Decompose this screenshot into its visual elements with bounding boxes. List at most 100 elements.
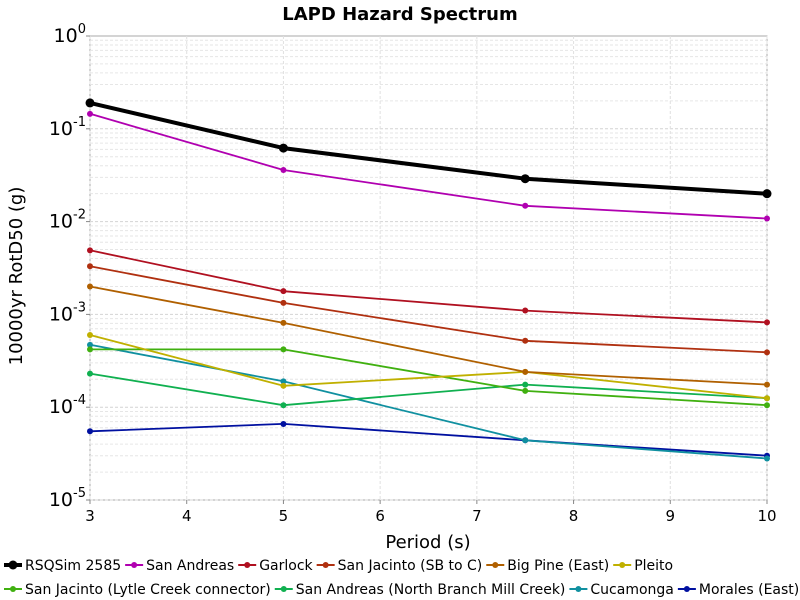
data-point xyxy=(764,381,770,388)
series-big-pine-east xyxy=(87,283,770,388)
data-point xyxy=(85,98,95,108)
data-point xyxy=(278,143,288,153)
legend-label: Cucamonga xyxy=(590,582,673,598)
x-axis-ticks: 3 4 5 6 7 8 9 10 xyxy=(85,500,777,525)
series-line xyxy=(90,348,768,407)
data-point xyxy=(522,381,529,388)
y-tick-label: 100 xyxy=(54,22,86,47)
data-point xyxy=(522,202,529,209)
chart-title: LAPD Hazard Spectrum xyxy=(282,4,517,25)
data-point xyxy=(764,215,770,222)
series-line xyxy=(89,265,768,354)
y-axis-ticks: 100 10-1 10-2 10-3 10-4 10-5 xyxy=(49,22,90,511)
data-point xyxy=(87,331,93,338)
y-tick-label: 10-3 xyxy=(49,300,86,325)
legend-label: RSQSim 2585 xyxy=(25,558,121,574)
plot-area xyxy=(89,35,768,501)
series-line xyxy=(89,249,768,324)
data-point xyxy=(522,437,529,444)
data-point xyxy=(764,395,770,402)
series-line xyxy=(89,422,768,457)
legend-label: San Andreas (North Branch Mill Creek) xyxy=(296,582,566,598)
data-point xyxy=(280,319,287,326)
legend: RSQSim 2585 San Andreas Garlock San Jacinto… xyxy=(4,558,799,598)
legend-item: RSQSim 2585 xyxy=(4,558,121,574)
legend-swatch-marker xyxy=(10,586,16,592)
legend-item: San Andreas (North Branch Mill Creek) xyxy=(274,582,566,598)
data-point xyxy=(520,174,530,184)
legend-label: Pleito xyxy=(634,558,673,574)
legend-item: San Jacinto (SB to C) xyxy=(316,558,483,574)
data-point xyxy=(87,370,93,377)
data-point xyxy=(280,382,287,389)
series-line xyxy=(89,343,768,460)
series-garlock xyxy=(87,247,770,326)
series-line xyxy=(89,100,768,196)
data-point xyxy=(280,378,287,385)
x-tick-label: 7 xyxy=(472,507,482,525)
series-cucamonga xyxy=(87,341,770,462)
legend-item: Big Pine (East) xyxy=(486,558,609,574)
y-axis-label: 10000yr RotD50 (g) xyxy=(6,187,27,366)
data-point xyxy=(87,283,93,290)
data-point xyxy=(280,288,287,295)
legend-label: Garlock xyxy=(259,558,313,574)
legend-swatch-marker xyxy=(492,562,499,568)
data-point xyxy=(87,346,93,353)
data-point xyxy=(762,189,772,199)
x-tick-label: 6 xyxy=(375,507,385,525)
data-point xyxy=(87,247,93,254)
series-san-jacinto-lytle-creek-connector xyxy=(87,346,770,409)
data-point xyxy=(280,402,287,409)
legend-swatch-marker xyxy=(683,586,690,592)
legend-label: San Jacinto (SB to C) xyxy=(338,558,483,574)
data-point xyxy=(764,455,770,462)
legend-swatch-marker xyxy=(322,562,329,568)
data-point xyxy=(764,319,770,326)
series-san-andreas xyxy=(87,110,770,222)
data-point xyxy=(764,349,770,356)
series-line xyxy=(89,334,768,400)
data-point xyxy=(522,368,529,375)
x-tick-label: 4 xyxy=(182,507,192,525)
y-tick-label: 10-4 xyxy=(49,393,86,418)
data-point xyxy=(280,166,287,173)
legend-item: San Andreas xyxy=(125,558,234,574)
x-axis-label: Period (s) xyxy=(385,532,470,553)
data-point xyxy=(280,346,287,353)
x-tick-label: 9 xyxy=(666,507,676,525)
legend-swatch-marker xyxy=(244,562,251,568)
data-point xyxy=(87,341,93,348)
series-san-jacinto-sb-to-c xyxy=(87,263,770,356)
data-point xyxy=(87,110,93,117)
series-lines xyxy=(85,98,772,462)
x-tick-label: 8 xyxy=(569,507,579,525)
legend-label: Big Pine (East) xyxy=(507,558,609,574)
y-tick-label: 10-1 xyxy=(49,115,86,140)
data-point xyxy=(522,337,529,344)
legend-swatch-marker xyxy=(575,586,582,592)
series-line xyxy=(89,112,768,220)
legend-swatch-marker xyxy=(131,562,138,568)
legend-item: Morales (East) xyxy=(677,582,799,598)
series-line xyxy=(89,372,768,407)
legend-item: Cucamonga xyxy=(569,582,674,598)
legend-item: Garlock xyxy=(238,558,314,574)
legend-item: Pleito xyxy=(613,558,673,574)
x-tick-label: 3 xyxy=(85,507,95,525)
legend-swatch-marker xyxy=(280,586,287,592)
series-line xyxy=(89,285,768,386)
grid-lines xyxy=(89,36,768,501)
data-point xyxy=(280,299,287,306)
legend-label: Morales (East) xyxy=(699,582,799,598)
series-rsqsim-2585 xyxy=(85,98,772,199)
data-point xyxy=(522,387,529,394)
y-tick-label: 10-2 xyxy=(49,208,86,233)
data-point xyxy=(280,420,287,427)
legend-item: San Jacinto (Lytle Creek connector) xyxy=(4,582,271,598)
legend-label: San Jacinto (Lytle Creek connector) xyxy=(25,582,271,598)
x-tick-label: 10 xyxy=(757,507,776,525)
y-tick-label: 10-5 xyxy=(49,486,86,511)
